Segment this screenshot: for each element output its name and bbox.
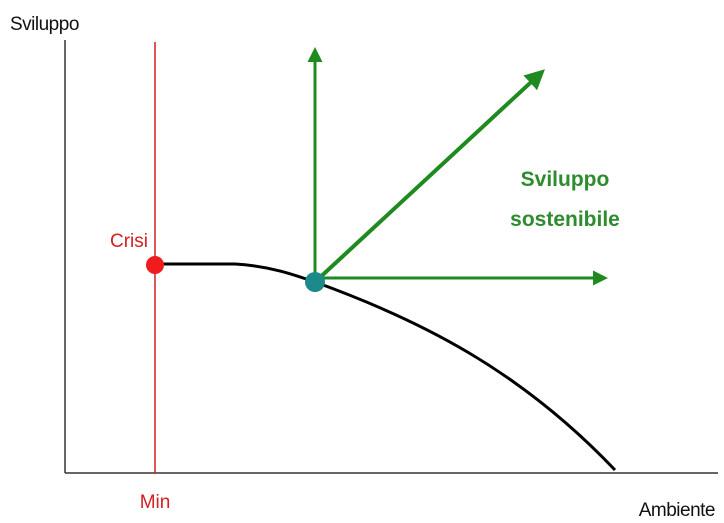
y-axis-label: Sviluppo (10, 14, 79, 35)
x-axis-label: Ambiente (639, 500, 715, 521)
crisis-label: Crisi (110, 231, 148, 252)
current-point (305, 272, 325, 292)
crisis-point (146, 256, 164, 274)
arrow-diagonal (313, 69, 545, 284)
curve (155, 262, 617, 472)
arrows-label-line: sostenibile (510, 208, 620, 231)
min-label: Min (140, 492, 171, 513)
arrows-label-line: Sviluppo (521, 168, 610, 191)
